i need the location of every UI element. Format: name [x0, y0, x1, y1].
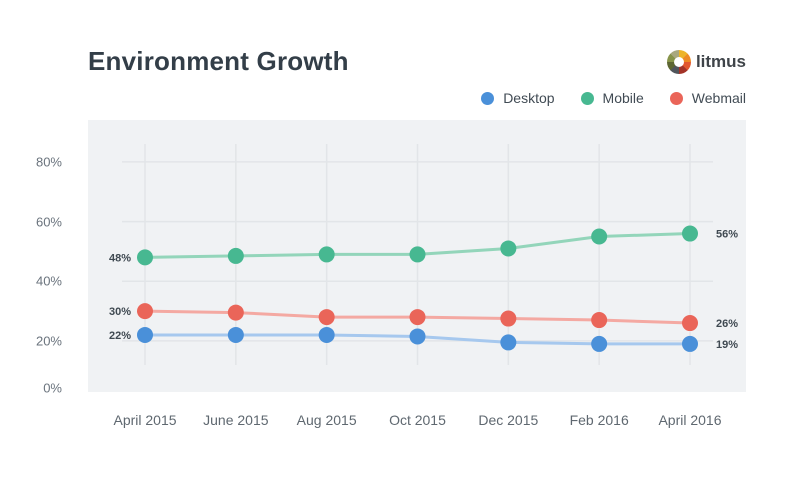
legend-item-mobile[interactable]: Mobile: [580, 90, 644, 106]
page-title: Environment Growth: [88, 46, 349, 76]
chart-legend: Desktop Mobile Webmail: [481, 90, 746, 106]
data-point-mobile-2[interactable]: [318, 246, 335, 263]
data-point-desktop-5[interactable]: [591, 335, 608, 352]
legend-label: Desktop: [503, 90, 555, 106]
data-point-desktop-0[interactable]: [137, 326, 153, 343]
x-tick-label: April 2016: [658, 412, 722, 428]
data-point-webmail-2[interactable]: [318, 309, 335, 326]
x-tick-label: Aug 2015: [296, 412, 357, 428]
point-label-start-desktop: 22%: [109, 330, 131, 342]
x-tick-label: June 2015: [203, 412, 269, 428]
data-point-desktop-1[interactable]: [227, 326, 244, 343]
y-tick-label: 0%: [43, 380, 62, 396]
data-point-mobile-5[interactable]: [591, 228, 608, 245]
data-point-webmail-1[interactable]: [227, 304, 244, 321]
x-tick-label: Dec 2015: [478, 412, 539, 428]
data-point-desktop-2[interactable]: [318, 326, 335, 343]
litmus-wheel-icon: [666, 50, 691, 74]
y-tick-label: 20%: [35, 333, 62, 349]
legend-item-desktop[interactable]: Desktop: [481, 90, 555, 106]
litmus-logo: litmus: [666, 50, 746, 74]
data-point-mobile-6[interactable]: [681, 225, 698, 242]
data-point-webmail-0[interactable]: [137, 303, 153, 320]
legend-swatch-webmail: [669, 91, 683, 105]
point-label-end-desktop: 19%: [716, 339, 738, 351]
x-axis-labels: April 2015 June 2015 Aug 2015 Oct 2015 Dec 2…: [88, 412, 746, 432]
data-point-webmail-4[interactable]: [500, 310, 517, 327]
y-tick-label: 80%: [35, 154, 62, 170]
point-label-end-mobile: 56%: [716, 229, 738, 241]
legend-label: Webmail: [691, 90, 746, 106]
y-tick-label: 40%: [35, 273, 62, 289]
data-point-mobile-4[interactable]: [500, 240, 517, 257]
data-point-mobile-1[interactable]: [227, 247, 244, 264]
x-tick-label: Feb 2016: [569, 412, 629, 428]
point-label-start-mobile: 48%: [109, 252, 131, 264]
brand-name: litmus: [695, 52, 746, 71]
x-tick-label: Oct 2015: [389, 412, 446, 428]
legend-swatch-desktop: [481, 91, 495, 105]
legend-item-webmail[interactable]: Webmail: [669, 90, 746, 106]
data-point-webmail-5[interactable]: [591, 312, 608, 329]
data-point-desktop-6[interactable]: [681, 335, 698, 352]
legend-swatch-mobile: [580, 91, 594, 105]
data-point-desktop-4[interactable]: [500, 334, 517, 351]
data-point-mobile-0[interactable]: [137, 249, 153, 266]
data-point-webmail-6[interactable]: [681, 315, 698, 332]
line-chart: 22% 19% 48% 56% 30% 26%: [109, 144, 738, 365]
y-tick-label: 60%: [35, 214, 62, 230]
legend-label: Mobile: [602, 90, 644, 106]
data-point-webmail-3[interactable]: [409, 309, 426, 326]
plot-area: 22% 19% 48% 56% 30% 26%: [88, 120, 746, 392]
point-label-start-webmail: 30%: [109, 306, 131, 318]
x-tick-label: April 2015: [113, 412, 177, 428]
y-axis-labels: 80% 60% 40% 20% 0%: [0, 120, 78, 395]
data-point-mobile-3[interactable]: [409, 246, 426, 263]
point-label-end-webmail: 26%: [716, 318, 738, 330]
data-point-desktop-3[interactable]: [409, 328, 426, 345]
